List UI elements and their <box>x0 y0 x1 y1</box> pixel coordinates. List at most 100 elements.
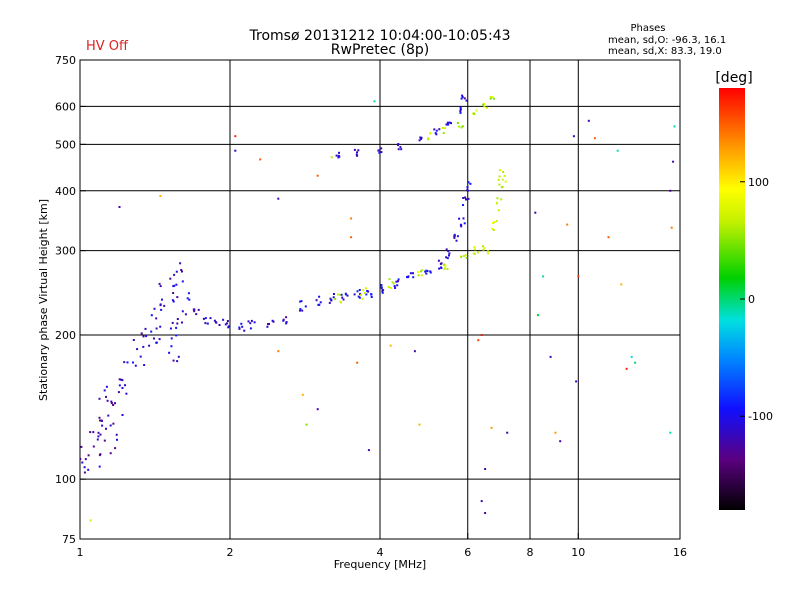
data-point <box>142 345 145 348</box>
data-point <box>465 256 468 259</box>
data-point <box>226 322 229 325</box>
data-point <box>103 389 106 392</box>
data-point <box>285 322 288 325</box>
data-point <box>455 239 458 242</box>
colorbar-ticks: 100 0 -100 <box>740 176 773 423</box>
data-point <box>542 275 545 278</box>
data-point <box>447 250 450 253</box>
data-point <box>412 272 414 275</box>
data-point <box>463 222 466 225</box>
data-point <box>460 97 463 100</box>
data-point <box>342 298 345 301</box>
data-point <box>126 361 129 364</box>
data-point <box>341 296 344 299</box>
data-point <box>105 395 107 398</box>
data-point <box>181 321 183 324</box>
data-point <box>83 466 86 469</box>
data-point <box>118 378 121 381</box>
data-point <box>197 308 200 311</box>
data-point <box>397 144 399 147</box>
data-point <box>222 318 225 321</box>
data-point <box>134 364 137 367</box>
data-point <box>473 112 475 115</box>
data-point <box>418 423 421 426</box>
data-point <box>123 361 126 364</box>
data-point <box>435 133 438 136</box>
data-point <box>420 274 423 277</box>
data-point <box>625 367 628 370</box>
data-point <box>176 296 179 299</box>
data-point <box>427 137 430 140</box>
data-point <box>463 97 466 100</box>
data-point <box>378 151 381 154</box>
data-point <box>501 178 504 181</box>
data-point <box>456 122 459 124</box>
data-point <box>227 325 230 328</box>
data-point <box>425 272 428 275</box>
data-point <box>114 447 117 450</box>
data-point <box>335 154 338 157</box>
data-point <box>469 182 472 185</box>
data-point <box>448 121 451 124</box>
data-point <box>362 289 365 292</box>
data-point <box>249 327 252 330</box>
colorbar-tick-label: -100 <box>748 410 773 423</box>
data-point <box>502 171 505 173</box>
data-point <box>503 174 506 177</box>
data-point <box>153 307 156 310</box>
data-point <box>139 355 142 358</box>
data-point <box>397 280 399 283</box>
data-point <box>466 189 469 192</box>
data-point <box>460 256 463 258</box>
data-point <box>466 186 469 188</box>
data-point <box>424 270 427 273</box>
y-tick-label: 75 <box>62 533 76 546</box>
data-point <box>97 431 100 434</box>
data-point <box>99 433 102 436</box>
data-point <box>445 256 448 259</box>
data-point <box>125 392 128 395</box>
data-point <box>285 321 288 324</box>
data-point <box>500 186 503 189</box>
data-point <box>169 327 172 330</box>
data-point <box>381 291 384 294</box>
data-point <box>158 282 161 285</box>
data-point <box>253 321 256 324</box>
y-tick-label: 750 <box>55 54 76 67</box>
data-point <box>506 431 509 434</box>
data-point <box>392 282 395 285</box>
data-point <box>72 461 74 463</box>
data-point <box>397 278 400 281</box>
data-point <box>120 378 123 381</box>
data-point <box>345 293 347 296</box>
data-point <box>448 252 451 255</box>
data-point <box>418 139 421 142</box>
data-point <box>143 364 146 366</box>
data-point <box>634 361 637 364</box>
data-point <box>460 126 463 129</box>
data-point <box>338 293 341 296</box>
data-point <box>477 251 479 254</box>
data-point <box>173 273 176 276</box>
data-point <box>360 293 363 296</box>
y-tick-label: 500 <box>55 138 76 151</box>
data-point <box>483 105 486 108</box>
data-point <box>173 284 176 287</box>
data-point <box>572 135 575 138</box>
data-point <box>277 197 280 200</box>
data-point <box>98 397 101 400</box>
data-point <box>491 227 494 230</box>
data-point <box>391 281 394 284</box>
data-point <box>96 438 99 441</box>
data-point <box>453 236 456 239</box>
data-point <box>670 226 673 229</box>
data-point <box>84 458 87 461</box>
data-point <box>672 160 675 163</box>
data-point <box>489 95 492 98</box>
data-point <box>480 334 483 336</box>
data-point <box>492 97 495 100</box>
data-point <box>350 236 353 239</box>
phases-title: Phases <box>630 23 665 34</box>
y-tick-label: 200 <box>55 329 76 342</box>
data-point <box>380 286 383 289</box>
